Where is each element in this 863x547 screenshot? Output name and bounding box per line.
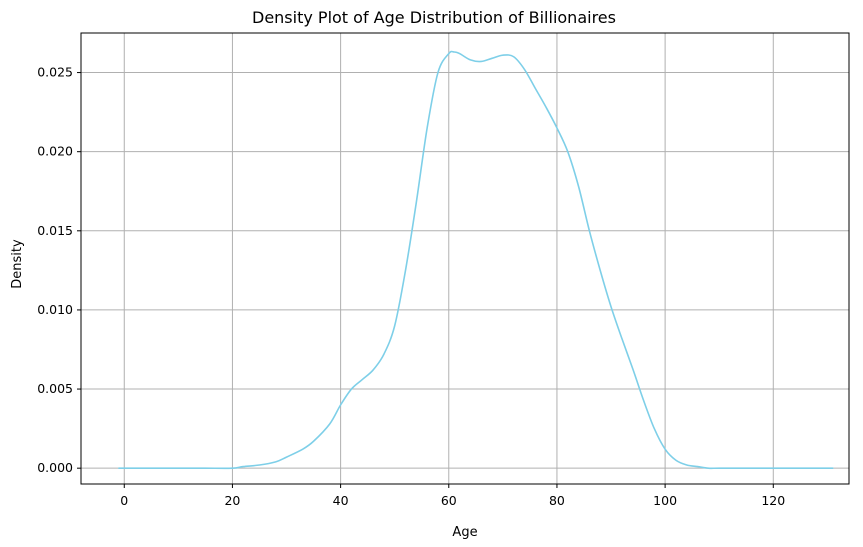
x-tick-label: 40 [333, 493, 349, 508]
tick-layer: 0 20 40 60 80 100 120 0.000 0.005 0.010 0.015 0.020… [37, 65, 785, 508]
x-tick-label: 0 [120, 493, 128, 508]
chart-title: Density Plot of Age Distribution of Bill… [252, 8, 616, 27]
grid-layer [81, 33, 849, 484]
y-tick-label: 0.020 [37, 144, 73, 159]
plot-frame [80, 32, 850, 485]
y-tick-label: 0.025 [37, 65, 73, 80]
y-tick-label: 0.010 [37, 302, 73, 317]
x-tick-label: 60 [441, 493, 457, 508]
x-tick-label: 100 [653, 493, 677, 508]
y-tick-label: 0.005 [37, 381, 73, 396]
x-tick-label: 20 [224, 493, 240, 508]
x-tick-label: 80 [549, 493, 565, 508]
y-axis-label: Density [10, 239, 25, 289]
y-tick-label: 0.015 [37, 223, 73, 238]
y-tick-label: 0.000 [37, 460, 73, 475]
x-axis-label: Age [452, 525, 477, 540]
density-line [118, 50, 834, 470]
series-layer [118, 50, 834, 470]
x-tick-label: 120 [761, 493, 785, 508]
